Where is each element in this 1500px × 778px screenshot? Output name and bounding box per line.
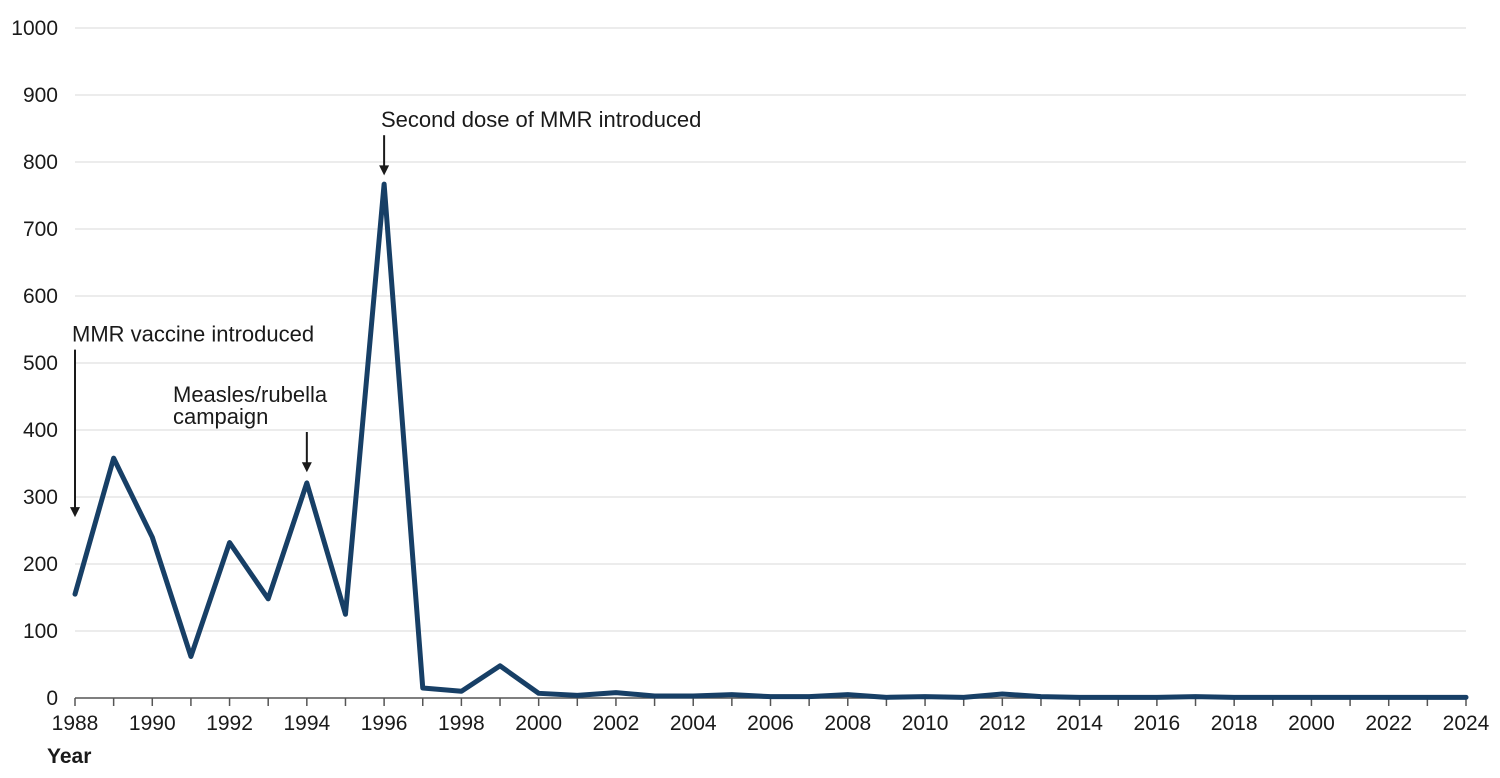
annotations: MMR vaccine introduced Measles/rubellacam… [70, 107, 701, 518]
annotation-text-line: Second dose of MMR introduced [381, 107, 701, 132]
annotation-arrow-head [301, 462, 312, 473]
y-axis-tick-labels: 0 100 200 300 400 500 600 700 800 900 1000 [11, 17, 58, 710]
annotation-arrow-head [70, 507, 80, 518]
x-tick-label-14: 2016 [1134, 712, 1181, 735]
x-axis-tick-labels: 1988 1990 1992 1994 1996 1998 2000 2002 2004 2006… [52, 712, 1490, 735]
x-tick-label-12: 2012 [979, 712, 1026, 735]
x-tick-label-15: 2018 [1211, 712, 1258, 735]
y-tick-label-0: 0 [46, 687, 58, 710]
x-tick-label-10: 2008 [824, 712, 871, 735]
x-tick-label-0: 1988 [52, 712, 99, 735]
x-tick-label-17: 2022 [1365, 712, 1412, 735]
y-tick-label-600: 600 [23, 285, 58, 308]
x-axis-title: Year [47, 745, 91, 768]
annotation-2: Second dose of MMR introduced [379, 107, 701, 176]
series-line [72, 181, 1469, 700]
x-tick-label-4: 1996 [361, 712, 408, 735]
y-tick-label-800: 800 [23, 151, 58, 174]
x-tick-label-2: 1992 [206, 712, 253, 735]
series-group [72, 181, 1469, 700]
x-tick-label-5: 1998 [438, 712, 485, 735]
x-tick-label-6: 2000 [515, 712, 562, 735]
y-tick-label-100: 100 [23, 620, 58, 643]
x-tick-label-3: 1994 [283, 712, 330, 735]
annotation-text-line: Measles/rubella [173, 382, 328, 407]
annotation-0: MMR vaccine introduced [70, 322, 314, 518]
y-tick-label-900: 900 [23, 84, 58, 107]
annotation-text-line: campaign [173, 404, 268, 429]
annotation-text-line: MMR vaccine introduced [72, 322, 314, 347]
y-tick-label-400: 400 [23, 419, 58, 442]
x-tick-label-18: 2024 [1443, 712, 1490, 735]
y-tick-label-500: 500 [23, 352, 58, 375]
x-tick-label-7: 2002 [593, 712, 640, 735]
y-tick-label-200: 200 [23, 553, 58, 576]
y-tick-label-1000: 1000 [11, 17, 58, 40]
y-tick-label-700: 700 [23, 218, 58, 241]
x-tick-label-11: 2010 [902, 712, 949, 735]
x-tick-label-9: 2006 [747, 712, 794, 735]
x-tick-label-13: 2014 [1056, 712, 1103, 735]
y-tick-label-300: 300 [23, 486, 58, 509]
annotation-arrow-head [379, 165, 390, 176]
grid-lines [75, 27, 1466, 699]
x-tick-label-8: 2004 [670, 712, 717, 735]
x-tick-label-16: 2000 [1288, 712, 1335, 735]
x-tick-label-1: 1990 [129, 712, 176, 735]
